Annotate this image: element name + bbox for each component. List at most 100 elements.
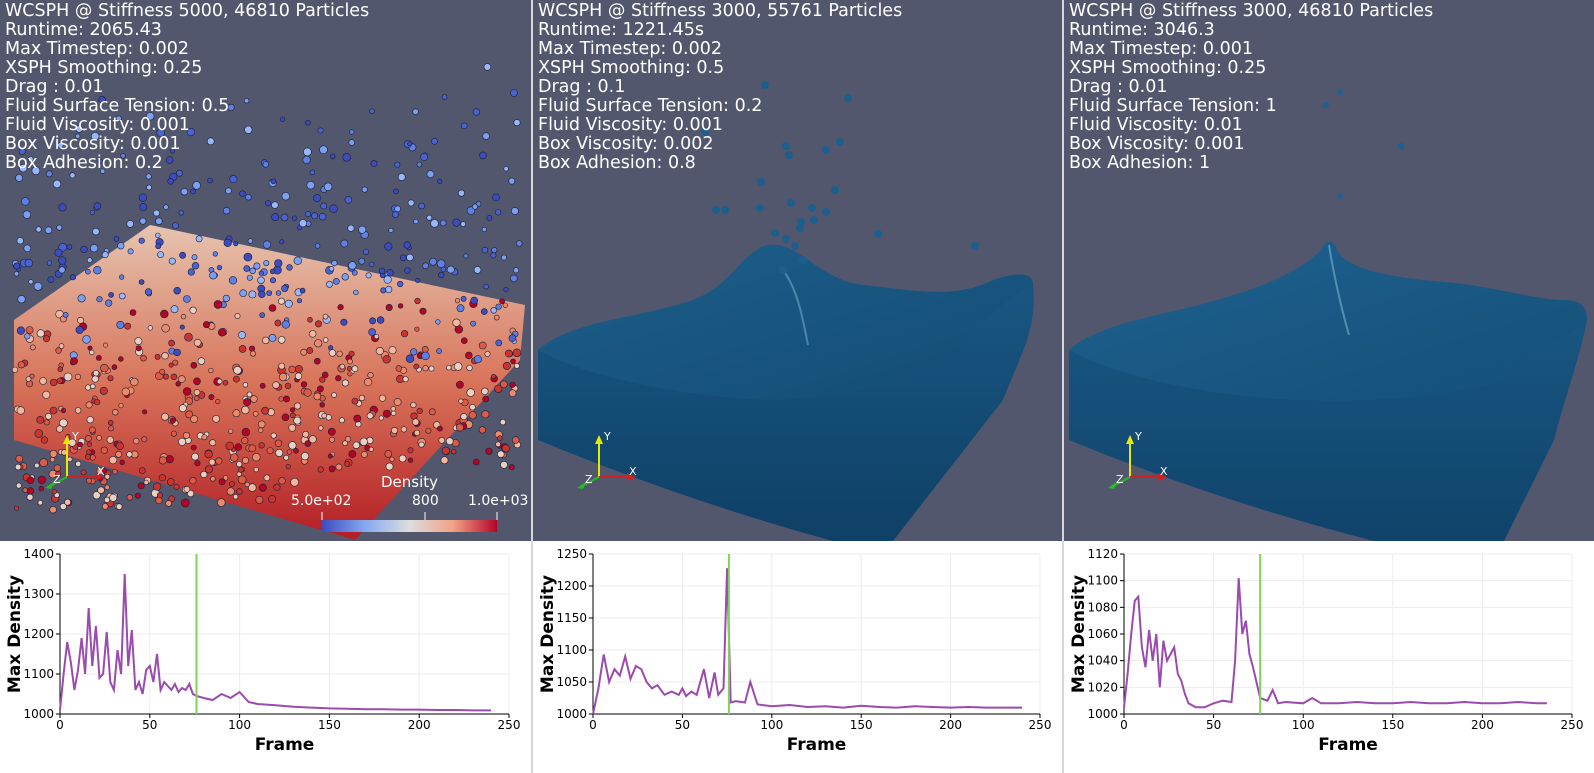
max-density-series <box>592 568 1023 715</box>
info-line: Runtime: 2065.43 <box>5 20 162 40</box>
x-tick-label: 100 <box>228 718 251 732</box>
max-density-line-chart: 0 50 100 150 200 250 1000 1100 1200 1300 1400 Frame… <box>5 547 521 755</box>
y-axis-label: Max Density <box>538 575 558 693</box>
y-axis-label: Max Density <box>1069 575 1089 693</box>
y-tick-label: 1250 <box>556 547 587 561</box>
sim-info-1: WCSPH @ Stiffness 5000, 46810 Particles … <box>5 2 369 173</box>
info-line: Box Adhesion: 0.2 <box>5 153 163 173</box>
render-view-1[interactable]: Y Z X WCSPH @ Stiffness 5000, 46810 Part… <box>0 0 531 541</box>
max-density-line-chart: 0 50 100 150 200 250 1000 1020 1040 1060 1080 1100 1… <box>1069 547 1584 755</box>
info-line: Fluid Viscosity: 0.001 <box>538 115 723 135</box>
axes-triad <box>577 435 636 489</box>
render-view-2[interactable]: Y Z X WCSPH @ Stiffness 3000, 55761 Part… <box>533 0 1062 541</box>
x-tick-label: 0 <box>589 718 597 732</box>
axes-triad <box>1108 435 1167 489</box>
y-tick-label: 1060 <box>1087 627 1118 641</box>
x-tick-label: 250 <box>1029 718 1052 732</box>
fluid-surface-scene <box>538 81 1034 541</box>
info-line: Max Timestep: 0.001 <box>1069 39 1253 59</box>
info-line: Box Viscosity: 0.001 <box>1069 134 1245 154</box>
x-tick-label: 250 <box>1561 718 1584 732</box>
y-tick-label: 1050 <box>556 675 587 689</box>
density-chart-1[interactable]: 0 50 100 150 200 250 1000 1100 1200 1300 1400 Frame… <box>0 541 531 773</box>
triad-z-label: Z <box>1116 473 1124 486</box>
max-density-series <box>1123 577 1547 709</box>
x-tick-label: 50 <box>142 718 157 732</box>
y-tick-label: 1000 <box>23 707 54 721</box>
y-tick-label: 1040 <box>1087 654 1118 668</box>
info-line: Fluid Surface Tension: 0.2 <box>538 96 763 116</box>
colorbar-mid-label: 800 <box>412 493 439 509</box>
x-tick-label: 100 <box>1292 718 1315 732</box>
info-line: XSPH Smoothing: 0.25 <box>5 58 203 78</box>
x-tick-label: 200 <box>939 718 962 732</box>
fluid-surface-scene <box>1069 89 1587 541</box>
x-tick-label: 250 <box>498 718 521 732</box>
info-line: XSPH Smoothing: 0.25 <box>1069 58 1267 78</box>
triad-x-label: X <box>629 465 637 478</box>
colorbar <box>322 520 497 532</box>
y-tick-label: 1080 <box>1087 600 1118 614</box>
y-tick-label: 1300 <box>23 587 54 601</box>
triad-y-label: Y <box>604 430 611 443</box>
info-line: WCSPH @ Stiffness 3000, 55761 Particles <box>538 1 903 21</box>
y-tick-label: 1000 <box>1087 707 1118 721</box>
info-line: Drag : 0.01 <box>1069 77 1168 97</box>
info-line: Max Timestep: 0.002 <box>5 39 189 59</box>
y-tick-label: 1120 <box>1087 547 1118 561</box>
y-tick-label: 1000 <box>556 707 587 721</box>
x-tick-label: 200 <box>408 718 431 732</box>
info-line: Box Adhesion: 1 <box>1069 153 1211 173</box>
y-tick-label: 1150 <box>556 611 587 625</box>
panel-1: Y Z X WCSPH @ Stiffness 5000, 46810 Part… <box>0 0 531 773</box>
y-tick-label: 1400 <box>23 547 54 561</box>
info-line: Runtime: 1221.45s <box>538 20 705 40</box>
info-line: Fluid Surface Tension: 1 <box>1069 96 1277 116</box>
render-view-3[interactable]: Y Z X WCSPH @ Stiffness 3000, 46810 Part… <box>1064 0 1594 541</box>
x-axis-label: Frame <box>787 735 847 755</box>
info-line: Runtime: 3046.3 <box>1069 20 1215 40</box>
info-line: WCSPH @ Stiffness 5000, 46810 Particles <box>5 1 370 21</box>
triad-z-label: Z <box>585 473 593 486</box>
info-line: Box Viscosity: 0.001 <box>5 134 181 154</box>
panel-divider <box>531 0 533 773</box>
colorbar-min-label: 5.0e+02 <box>291 493 352 509</box>
info-line: Box Adhesion: 0.8 <box>538 153 696 173</box>
max-density-line-chart: 0 50 100 150 200 250 1000 1050 1100 1150 1200 1250 F… <box>538 547 1052 755</box>
x-tick-label: 50 <box>1206 718 1221 732</box>
info-line: Drag : 0.01 <box>5 77 104 97</box>
info-line: XSPH Smoothing: 0.5 <box>538 58 725 78</box>
triad-x-label: X <box>97 465 105 478</box>
triad-y-label: Y <box>1135 430 1142 443</box>
x-tick-label: 0 <box>1120 718 1128 732</box>
density-chart-2[interactable]: 0 50 100 150 200 250 1000 1050 1100 1150 1200 1250 F… <box>533 541 1062 773</box>
x-tick-label: 100 <box>760 718 783 732</box>
x-tick-label: 200 <box>1471 718 1494 732</box>
info-line: Box Viscosity: 0.002 <box>538 134 714 154</box>
info-line: WCSPH @ Stiffness 3000, 46810 Particles <box>1069 1 1434 21</box>
info-line: Fluid Viscosity: 0.001 <box>5 115 190 135</box>
x-tick-label: 0 <box>56 718 64 732</box>
axes-triad <box>45 435 104 489</box>
y-tick-label: 1020 <box>1087 680 1118 694</box>
panel-divider <box>1062 0 1064 773</box>
x-tick-label: 50 <box>675 718 690 732</box>
particle-scene <box>11 63 525 540</box>
y-tick-label: 1100 <box>1087 574 1118 588</box>
colorbar-title: Density <box>381 473 439 491</box>
colorbar-max-label: 1.0e+03 <box>468 493 529 509</box>
sim-info-3: WCSPH @ Stiffness 3000, 46810 Particles … <box>1069 2 1433 173</box>
x-tick-label: 150 <box>850 718 873 732</box>
triad-y-label: Y <box>72 430 79 443</box>
y-tick-label: 1100 <box>556 643 587 657</box>
panel-3: Y Z X WCSPH @ Stiffness 3000, 46810 Part… <box>1064 0 1594 773</box>
x-axis-label: Frame <box>1318 735 1378 755</box>
x-tick-label: 150 <box>318 718 341 732</box>
density-chart-3[interactable]: 0 50 100 150 200 250 1000 1020 1040 1060 1080 1100 1… <box>1064 541 1594 773</box>
y-tick-label: 1200 <box>556 579 587 593</box>
x-axis-label: Frame <box>255 735 315 755</box>
info-line: Max Timestep: 0.002 <box>538 39 722 59</box>
y-axis-label: Max Density <box>5 575 25 693</box>
info-line: Drag : 0.1 <box>538 77 626 97</box>
triad-x-label: X <box>1160 465 1168 478</box>
